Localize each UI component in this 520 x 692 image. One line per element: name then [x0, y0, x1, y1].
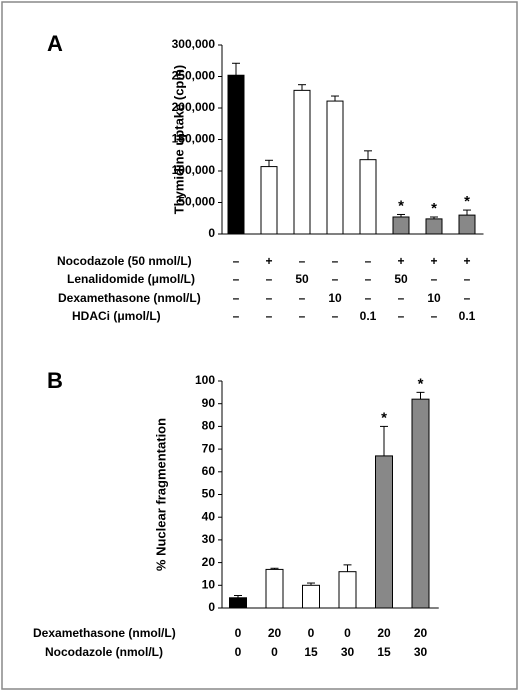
condition-cell: 0: [344, 626, 351, 640]
bar: [359, 159, 377, 235]
condition-cell: –: [431, 272, 438, 286]
condition-cell: 0.1: [459, 309, 476, 323]
bar: [338, 571, 357, 609]
bar: [458, 214, 476, 235]
y-tick-label: 40: [202, 509, 216, 523]
condition-cell: –: [398, 309, 405, 323]
y-tick-label: 0: [208, 600, 215, 614]
y-tick-label: 150,000: [172, 132, 216, 146]
condition-cell: 30: [341, 645, 355, 659]
condition-cell: +: [397, 254, 404, 268]
condition-cell: 30: [414, 645, 428, 659]
y-tick-label: 250,000: [172, 69, 216, 83]
condition-cell: –: [332, 272, 339, 286]
significance-marker: *: [398, 197, 404, 214]
significance-marker: *: [381, 409, 387, 426]
y-tick-label: 100,000: [172, 163, 216, 177]
y-tick-label: 50: [202, 487, 216, 501]
condition-cell: –: [233, 309, 240, 323]
condition-cell: –: [233, 272, 240, 286]
condition-cell: –: [365, 272, 372, 286]
condition-cell: –: [266, 272, 273, 286]
condition-cell: –: [299, 254, 306, 268]
condition-cell: –: [332, 309, 339, 323]
condition-label: Dexamethasone (nmol/L): [33, 626, 176, 640]
condition-label: Nocodazole (50 nmol/L): [57, 254, 192, 268]
condition-label: Nocodazole (nmol/L): [45, 645, 163, 659]
condition-cell: 0.1: [360, 309, 377, 323]
condition-cell: –: [332, 254, 339, 268]
condition-cell: 20: [268, 626, 282, 640]
condition-cell: +: [430, 254, 437, 268]
condition-cell: –: [266, 309, 273, 323]
condition-cell: –: [398, 291, 405, 305]
significance-marker: *: [418, 375, 424, 392]
condition-cell: 0: [308, 626, 315, 640]
y-axis-label: Thymidine uptake (cpm): [171, 65, 186, 215]
condition-cell: 0: [235, 645, 242, 659]
condition-cell: 0: [235, 626, 242, 640]
condition-label: Lenalidomide (μmol/L): [67, 272, 195, 286]
condition-cell: –: [299, 291, 306, 305]
bar: [229, 597, 247, 609]
condition-cell: 0: [271, 645, 278, 659]
condition-cell: 10: [328, 291, 342, 305]
bar: [326, 100, 344, 235]
condition-cell: 15: [377, 645, 391, 659]
bar: [392, 216, 410, 235]
condition-cell: –: [431, 309, 438, 323]
condition-cell: –: [365, 291, 372, 305]
y-tick-label: 50,000: [178, 195, 215, 209]
panel-label: B: [47, 368, 63, 393]
bar: [265, 568, 284, 609]
condition-cell: –: [365, 254, 372, 268]
condition-cell: –: [464, 272, 471, 286]
y-tick-label: 100: [195, 373, 215, 387]
condition-cell: 20: [414, 626, 428, 640]
condition-cell: 15: [304, 645, 318, 659]
condition-cell: 50: [295, 272, 309, 286]
y-tick-label: 80: [202, 419, 216, 433]
condition-cell: –: [464, 291, 471, 305]
bar: [302, 584, 320, 609]
y-tick-label: 20: [202, 555, 216, 569]
condition-cell: –: [233, 254, 240, 268]
condition-cell: –: [233, 291, 240, 305]
y-tick-label: 10: [202, 577, 216, 591]
y-tick-label: 70: [202, 441, 216, 455]
condition-cell: +: [463, 254, 470, 268]
significance-marker: *: [464, 193, 470, 210]
y-tick-label: 30: [202, 532, 216, 546]
condition-label: Dexamethasone (nmol/L): [58, 291, 201, 305]
condition-label: HDACi (μmol/L): [72, 309, 161, 323]
bar: [411, 398, 430, 609]
significance-marker: *: [431, 200, 437, 217]
bar: [375, 455, 393, 609]
y-tick-label: 200,000: [172, 100, 216, 114]
bar: [293, 89, 311, 235]
condition-cell: +: [265, 254, 272, 268]
condition-cell: 10: [427, 291, 441, 305]
y-tick-label: 0: [208, 226, 215, 240]
condition-cell: –: [266, 291, 273, 305]
condition-cell: 50: [394, 272, 408, 286]
condition-cell: –: [299, 309, 306, 323]
condition-cell: 20: [377, 626, 391, 640]
y-axis-label: % Nuclear fragmentation: [153, 418, 168, 571]
bar: [425, 218, 443, 235]
bar: [227, 74, 245, 235]
y-tick-label: 300,000: [172, 37, 216, 51]
panel-label: A: [47, 31, 63, 56]
bar: [260, 166, 278, 235]
y-tick-label: 90: [202, 396, 216, 410]
y-tick-label: 60: [202, 464, 216, 478]
